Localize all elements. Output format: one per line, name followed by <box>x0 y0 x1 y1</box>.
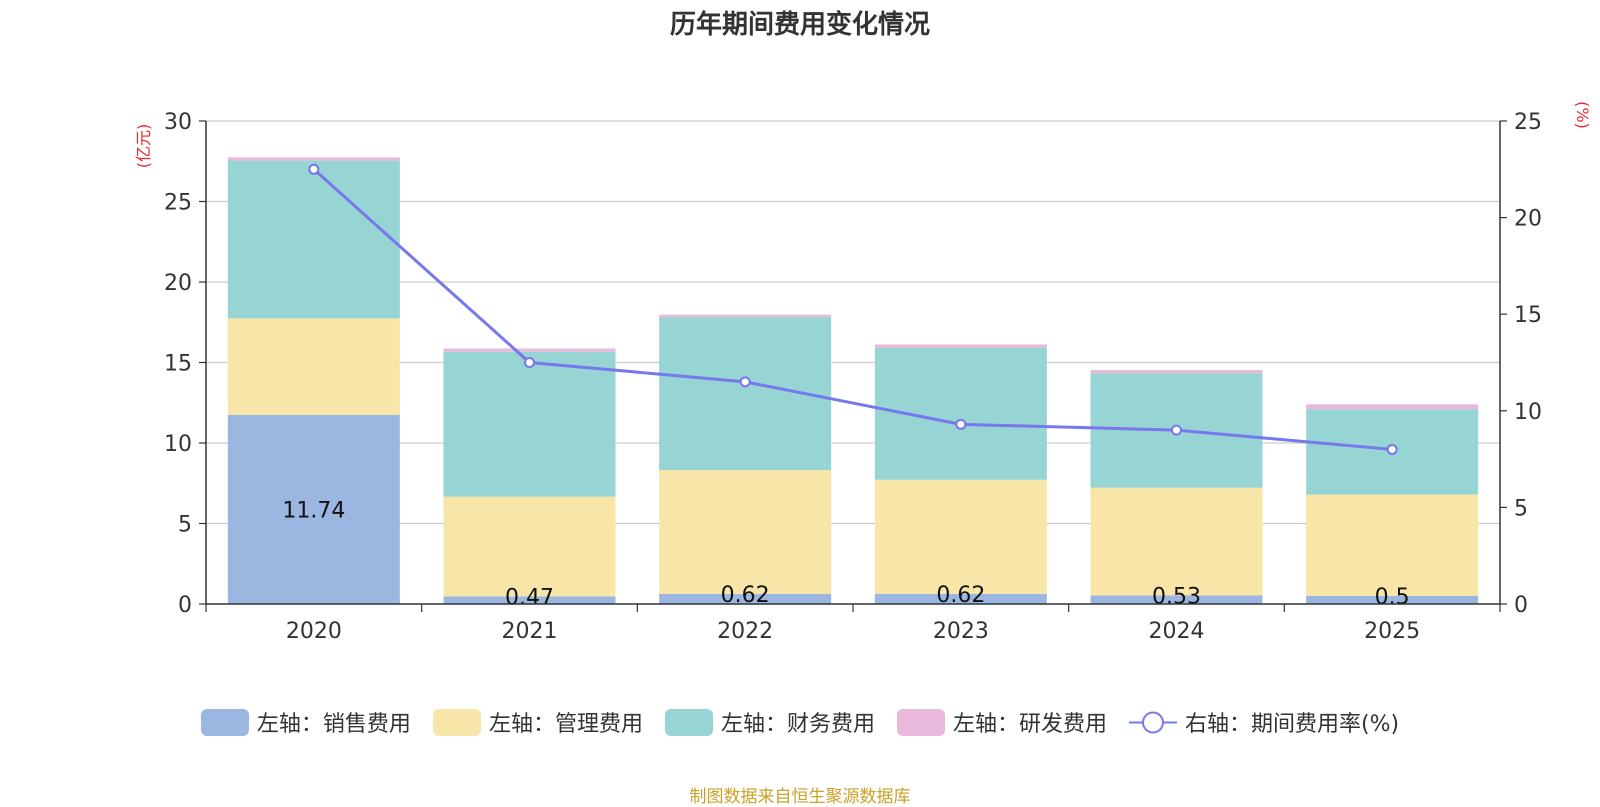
left-axis-tick-label: 15 <box>164 352 192 377</box>
x-axis-tick-label: 2020 <box>286 619 342 644</box>
left-axis-tick-label: 0 <box>178 593 192 618</box>
legend-item[interactable]: 右轴：期间费用率(%) <box>1128 706 1400 738</box>
bar-segment <box>874 594 1047 604</box>
legend-swatch <box>664 708 713 736</box>
bar-segment <box>1306 595 1479 604</box>
right-axis-tick-label: 0 <box>1514 593 1528 618</box>
bar-data-label: 0.5 <box>1375 585 1410 610</box>
bar-data-label: 11.74 <box>282 498 345 523</box>
legend-item[interactable]: 左轴：管理费用 <box>432 706 643 738</box>
legend-label: 左轴：管理费用 <box>488 712 643 737</box>
bar-segment <box>443 496 616 597</box>
rate-point <box>739 376 751 388</box>
x-axis-tick-label: 2024 <box>1149 619 1205 644</box>
legend-label: 左轴：财务费用 <box>720 712 875 737</box>
bar-segment <box>443 596 616 604</box>
x-axis-tick-label: 2022 <box>717 619 773 644</box>
bar-segment <box>874 344 1047 348</box>
bar-data-label: 0.53 <box>1152 584 1201 609</box>
legend-label: 左轴：研发费用 <box>952 712 1107 737</box>
bar-segment <box>874 479 1047 595</box>
legend-swatch <box>1128 711 1177 733</box>
rate-line <box>312 168 1393 451</box>
bar-segment <box>659 314 832 318</box>
bar-segment <box>1090 487 1263 596</box>
bar-segment <box>1090 370 1263 374</box>
chart-canvas: 0510152025300510152025(亿元)(%)11.7420200.… <box>134 101 1592 644</box>
rate-point <box>955 418 967 430</box>
bar-segment <box>1090 595 1263 604</box>
left-axis-unit-label: (亿元) <box>134 124 153 169</box>
x-axis-tick-label: 2023 <box>933 619 989 644</box>
x-axis-tick-label: 2021 <box>502 619 558 644</box>
rate-point <box>1171 424 1182 436</box>
right-axis-tick-label: 5 <box>1514 496 1528 521</box>
left-axis-tick-label: 5 <box>178 513 192 538</box>
legend-item[interactable]: 左轴：销售费用 <box>200 706 411 738</box>
legend-swatch <box>896 708 945 736</box>
rate-point <box>308 163 320 175</box>
data-source-note: 制图数据来自恒生聚源数据库 <box>689 787 911 807</box>
bar-segment <box>227 160 400 319</box>
legend-label: 左轴：销售费用 <box>256 712 411 737</box>
bar-segment <box>443 348 616 352</box>
right-axis-tick-label: 20 <box>1514 207 1542 232</box>
right-axis-tick-label: 25 <box>1514 110 1542 135</box>
bar-segment <box>1306 404 1479 410</box>
chart-title: 历年期间费用变化情况 <box>669 10 930 40</box>
legend-item[interactable]: 左轴：研发费用 <box>896 706 1107 738</box>
rate-point <box>524 357 535 368</box>
bar-segment <box>227 157 400 161</box>
bar-data-label: 0.47 <box>505 585 554 610</box>
bar-segment <box>227 414 400 604</box>
right-axis-tick-label: 15 <box>1514 303 1542 328</box>
bar-segment <box>659 594 832 604</box>
left-axis-tick-label: 25 <box>164 191 192 216</box>
bar-segment <box>1306 494 1479 596</box>
legend-swatch <box>200 708 249 736</box>
rate-point <box>1386 443 1398 455</box>
legend: 左轴：销售费用 左轴：管理费用 左轴：财务费用 左轴：研发费用 右轴：期间费用率(%) <box>0 706 1600 738</box>
legend-item[interactable]: 左轴：财务费用 <box>664 706 875 738</box>
left-axis-tick-label: 10 <box>164 432 192 457</box>
bar-segment <box>227 318 400 415</box>
bar-segment <box>443 351 616 497</box>
left-axis-tick-label: 20 <box>164 271 192 296</box>
x-axis-tick-label: 2025 <box>1364 619 1420 644</box>
bar-segment <box>659 470 832 595</box>
legend-swatch <box>432 708 481 736</box>
left-axis-tick-label: 30 <box>164 110 192 135</box>
right-axis-tick-label: 10 <box>1514 400 1542 425</box>
right-axis-unit-label: (%) <box>1573 101 1592 129</box>
legend-label: 右轴：期间费用率(%) <box>1184 712 1400 737</box>
